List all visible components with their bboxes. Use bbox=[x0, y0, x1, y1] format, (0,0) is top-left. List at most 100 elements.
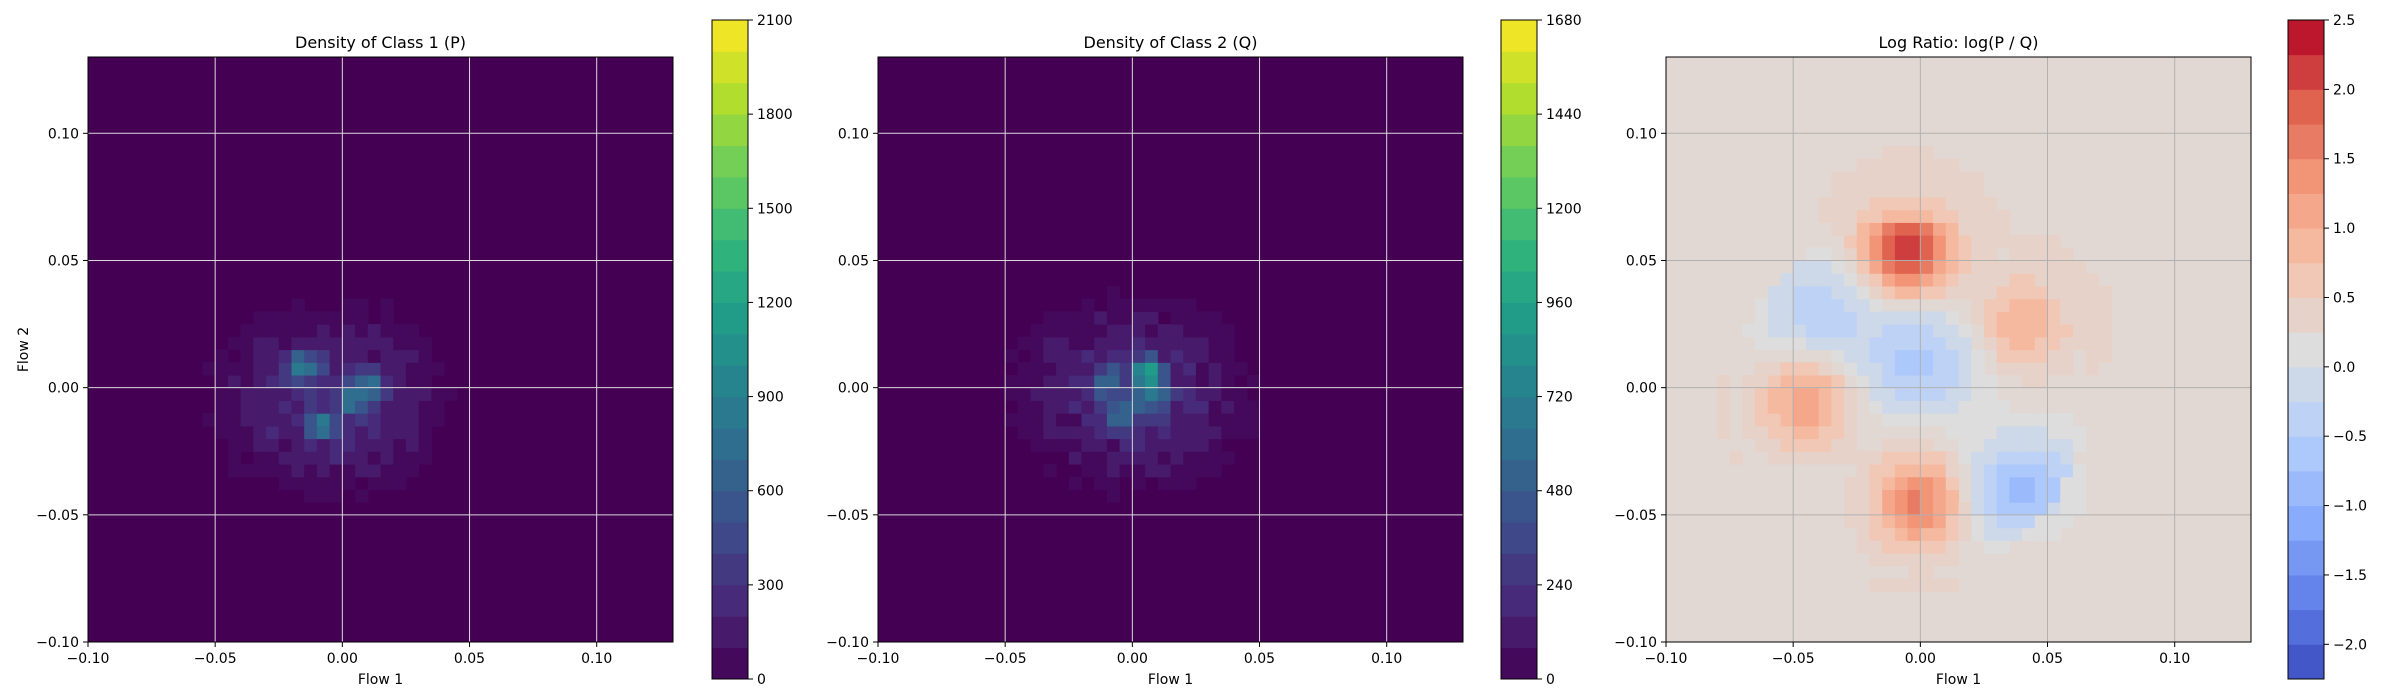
heatmap-cell bbox=[1106, 374, 1121, 389]
heatmap-cell bbox=[227, 387, 242, 401]
heatmap-cell bbox=[1958, 527, 1972, 541]
heatmap-cell bbox=[2034, 374, 2049, 389]
heatmap-cell bbox=[1971, 502, 1985, 516]
heatmap-cell bbox=[1894, 578, 1909, 592]
heatmap-cell bbox=[266, 311, 280, 325]
heatmap-cell bbox=[1195, 463, 1210, 478]
heatmap-cell bbox=[1805, 311, 1820, 325]
heatmap-cell bbox=[2009, 463, 2023, 478]
colorbar-segment bbox=[2288, 262, 2324, 298]
heatmap-cell bbox=[1081, 298, 1095, 312]
heatmap-cell bbox=[1780, 273, 1794, 287]
heatmap-cell bbox=[1094, 336, 1108, 351]
heatmap-cell bbox=[1882, 158, 1896, 173]
heatmap-cell bbox=[2060, 260, 2074, 274]
heatmap-cell bbox=[405, 438, 420, 452]
heatmap-cell bbox=[1081, 425, 1095, 440]
heatmap-cell bbox=[1933, 451, 1947, 465]
colorbar-segment bbox=[712, 616, 748, 649]
colorbar-segment bbox=[712, 427, 748, 460]
heatmap-cell bbox=[2009, 260, 2023, 274]
colorbar-segment bbox=[1501, 271, 1537, 303]
heatmap-cell bbox=[1971, 247, 1985, 262]
colorbar-segment bbox=[1501, 20, 1537, 52]
heatmap-cell bbox=[2047, 336, 2061, 351]
heatmap-cell bbox=[1894, 540, 1909, 554]
heatmap-cell bbox=[1983, 425, 1998, 440]
heatmap-cell bbox=[1945, 463, 1960, 478]
heatmap-cell bbox=[1195, 413, 1210, 427]
heatmap-cell bbox=[1755, 311, 1769, 325]
heatmap-cell bbox=[1983, 209, 1998, 223]
heatmap-cell bbox=[1043, 425, 1057, 440]
heatmap-cell bbox=[380, 425, 394, 440]
heatmap-cell bbox=[1716, 413, 1731, 427]
heatmap-cell bbox=[1183, 463, 1197, 478]
heatmap-cell bbox=[316, 387, 331, 401]
heatmap-cell bbox=[1958, 235, 1972, 249]
heatmap-cell bbox=[1716, 400, 1731, 414]
heatmap-cell bbox=[1831, 171, 1845, 185]
colorbar-segment bbox=[1501, 365, 1537, 398]
heatmap-cell bbox=[1157, 438, 1172, 452]
colorbar-segment bbox=[712, 522, 748, 554]
heatmap-cell bbox=[1068, 336, 1083, 351]
heatmap-cell bbox=[1132, 362, 1146, 376]
heatmap-cell bbox=[1933, 285, 1947, 300]
heatmap-cell bbox=[1208, 311, 1222, 325]
heatmap-cell bbox=[1882, 387, 1896, 401]
heatmap-cell bbox=[1945, 552, 1960, 567]
heatmap-cell bbox=[1920, 502, 1934, 516]
heatmap-cell bbox=[1945, 413, 1960, 427]
heatmap-cell bbox=[1793, 400, 1807, 414]
heatmap-cell bbox=[2009, 247, 2023, 262]
heatmap-cell bbox=[266, 438, 280, 452]
heatmap-cell bbox=[1958, 425, 1972, 440]
heatmap-cell bbox=[1030, 349, 1044, 363]
heatmap-cell bbox=[1145, 463, 1159, 478]
heatmap-cell bbox=[1831, 451, 1845, 465]
heatmap-cell bbox=[1805, 247, 1820, 262]
heatmap-cell bbox=[418, 425, 432, 440]
heatmap-cell bbox=[2034, 324, 2049, 338]
heatmap-cell bbox=[1983, 260, 1998, 274]
heatmap-cell bbox=[1971, 463, 1985, 478]
heatmap-cell bbox=[1755, 413, 1769, 427]
heatmap-cell bbox=[1971, 527, 1985, 541]
y-tick-label: −0.05 bbox=[1614, 508, 1657, 524]
heatmap-cell bbox=[2034, 285, 2049, 300]
colorbar-segment bbox=[1501, 459, 1537, 492]
heatmap-cell bbox=[1793, 425, 1807, 440]
colorbar-tick-label: 1440 bbox=[1546, 107, 1582, 123]
heatmap-cell bbox=[1856, 502, 1871, 516]
heatmap-cell bbox=[1119, 298, 1133, 312]
heatmap-cell bbox=[1195, 374, 1210, 389]
heatmap-cell bbox=[2085, 336, 2099, 351]
heatmap-cell bbox=[1882, 235, 1896, 249]
heatmap-cell bbox=[1780, 425, 1794, 440]
heatmap-cell bbox=[393, 476, 407, 490]
heatmap-cell bbox=[2034, 247, 2049, 262]
heatmap-cell bbox=[380, 349, 394, 363]
y-tick-label: 0.10 bbox=[1626, 126, 1657, 142]
colorbar-tick-label: −2.0 bbox=[2333, 637, 2367, 653]
heatmap-cell bbox=[1132, 349, 1146, 363]
heatmap-cell bbox=[1983, 540, 1998, 554]
heatmap-cell bbox=[266, 374, 280, 389]
heatmap-cell bbox=[2047, 247, 2061, 262]
heatmap-cell bbox=[1983, 463, 1998, 478]
heatmap-cell bbox=[2022, 502, 2036, 516]
heatmap-cell bbox=[1856, 298, 1871, 312]
heatmap-cell bbox=[1920, 171, 1934, 185]
heatmap-cell bbox=[1907, 578, 1921, 592]
heatmap-cell bbox=[1996, 400, 2010, 414]
heatmap-cell bbox=[1805, 298, 1820, 312]
colorbar-tick-label: 1.5 bbox=[2333, 152, 2355, 168]
heatmap-cell bbox=[1869, 196, 1883, 211]
heatmap-cell bbox=[1818, 298, 1832, 312]
heatmap-cell bbox=[1170, 438, 1184, 452]
heatmap-cell bbox=[266, 324, 280, 338]
heatmap-cell bbox=[1183, 349, 1197, 363]
heatmap-cell bbox=[1793, 387, 1807, 401]
heatmap-cell bbox=[1869, 552, 1883, 567]
